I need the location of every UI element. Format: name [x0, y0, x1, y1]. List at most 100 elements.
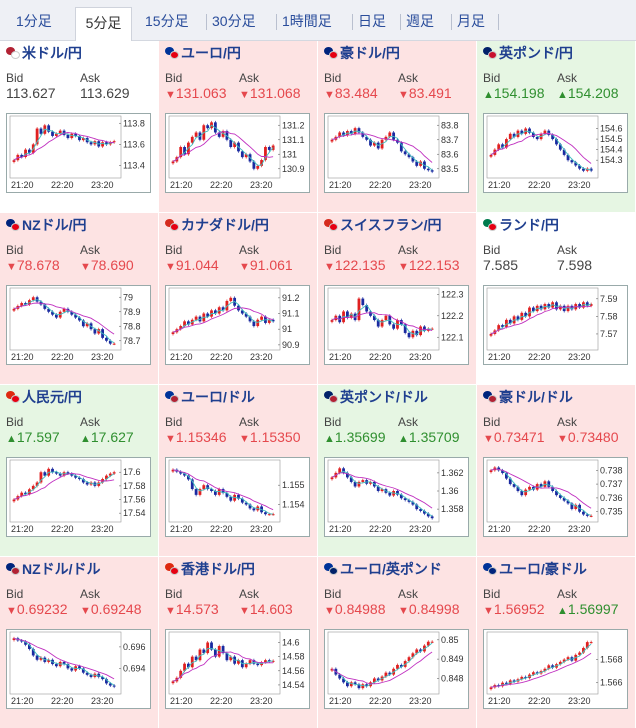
tab-4[interactable]: 1時間足 — [282, 13, 332, 29]
currency-card[interactable]: 香港ドル/円 Bid Ask ▼14.573 ▼14.603 14.6 14.58 14.56… — [159, 557, 317, 728]
pair-title[interactable]: NZドル/円 — [6, 216, 87, 234]
candle-body — [47, 125, 51, 132]
down-arrow-icon: ▼ — [239, 605, 250, 617]
pair-name[interactable]: スイスフラン/円 — [340, 217, 442, 233]
pair-name[interactable]: ランド/円 — [499, 217, 559, 233]
pair-title[interactable]: ユーロ/英ポンド — [324, 560, 442, 578]
y-tick-label: 131 — [282, 149, 297, 159]
pair-name[interactable]: 豪ドル/円 — [340, 45, 400, 61]
candle-body — [271, 514, 275, 516]
price-chart[interactable]: 79 78.9 78.8 78.7 21:20 22:20 23:20 — [6, 285, 151, 365]
price-chart[interactable]: 154.6 154.5 154.4 154.3 21:20 22:20 23:20 — [483, 113, 628, 193]
currency-card[interactable]: 英ポンド/ドル Bid Ask ▲1.35699 ▲1.35709 1.362 1.36 1.… — [318, 385, 476, 556]
currency-card[interactable]: ユーロ/英ポンド Bid Ask ▼0.84988 ▼0.84998 0.85 0.849 0… — [318, 557, 476, 728]
currency-card[interactable]: ランド/円 Bid Ask 7.585 7.598 7.59 7.58 7.57 21:20 22… — [477, 213, 635, 384]
pair-name[interactable]: 米ドル/円 — [22, 45, 82, 61]
pair-title[interactable]: 豪ドル/ドル — [483, 388, 573, 406]
currency-card[interactable]: 英ポンド/円 Bid Ask ▲154.198 ▲154.208 154.6 154.5 15… — [477, 41, 635, 212]
currency-card[interactable]: 人民元/円 Bid Ask ▲17.597 ▲17.627 17.6 17.58 17.56 1… — [0, 385, 158, 556]
pair-name[interactable]: NZドル/円 — [22, 217, 87, 233]
candle-body — [419, 649, 422, 652]
flag-icon — [324, 391, 338, 403]
pair-title[interactable]: 米ドル/円 — [6, 44, 82, 62]
pair-title[interactable]: 英ポンド/ドル — [324, 388, 428, 406]
price-chart[interactable]: 1.568 1.566 21:20 22:20 23:20 — [483, 629, 628, 709]
pair-name[interactable]: ユーロ/ドル — [181, 389, 255, 405]
price-chart[interactable]: 1.362 1.36 1.358 21:20 22:20 23:20 — [324, 457, 469, 537]
ma-fast-line — [172, 300, 274, 333]
pair-title[interactable]: 豪ドル/円 — [324, 44, 400, 62]
currency-card[interactable]: ユーロ/円 Bid Ask ▼131.063 ▼131.068 131.2 131.1 131… — [159, 41, 317, 212]
price-chart[interactable]: 1.155 1.154 21:20 22:20 23:20 — [165, 457, 310, 537]
y-tick-label: 154.4 — [600, 145, 623, 155]
candle-body — [194, 132, 198, 137]
tab-0[interactable]: 1分足 — [16, 13, 52, 29]
currency-card[interactable]: ユーロ/ドル Bid Ask ▼1.15346 ▼1.15350 1.155 1.154 21… — [159, 385, 317, 556]
pair-name[interactable]: 香港ドル/円 — [181, 561, 255, 577]
pair-name[interactable]: 豪ドル/ドル — [499, 389, 573, 405]
bid-number: 1.56952 — [493, 601, 545, 617]
pair-title[interactable]: 人民元/円 — [6, 388, 82, 406]
candle-body — [403, 151, 407, 155]
price-chart[interactable]: 17.6 17.58 17.56 17.54 21:20 22:20 23:20 — [6, 457, 151, 537]
candle-body — [233, 142, 237, 147]
pair-name[interactable]: カナダドル/円 — [181, 217, 269, 233]
price-chart[interactable]: 91.2 91.1 91 90.9 21:20 22:20 23:20 — [165, 285, 310, 365]
currency-card[interactable]: NZドル/円 Bid Ask ▼78.678 ▼78.690 79 78.9 78.8 78.7… — [0, 213, 158, 384]
currency-card[interactable]: 米ドル/円 Bid Ask 113.627 113.629 113.8 113.6 113.4… — [0, 41, 158, 212]
bid-number: 7.585 — [483, 257, 519, 273]
pair-name[interactable]: 英ポンド/円 — [499, 45, 573, 61]
pair-title[interactable]: ユーロ/円 — [165, 44, 241, 62]
pair-name[interactable]: ユーロ/英ポンド — [340, 561, 442, 577]
candle-body — [361, 480, 365, 482]
pair-title[interactable]: NZドル/ドル — [6, 560, 101, 578]
pair-name[interactable]: ユーロ/豪ドル — [499, 561, 587, 577]
price-chart[interactable]: 14.6 14.58 14.56 14.54 21:20 22:20 23:20 — [165, 629, 310, 709]
price-chart[interactable]: 122.3 122.2 122.1 21:20 22:20 23:20 — [324, 285, 469, 365]
y-tick-label: 83.8 — [441, 120, 459, 130]
pair-name[interactable]: 英ポンド/ドル — [340, 389, 428, 405]
currency-card[interactable]: ユーロ/豪ドル Bid Ask ▼1.56952 ▲1.56997 1.568 1.566 2… — [477, 557, 635, 728]
price-chart[interactable]: 7.59 7.58 7.57 21:20 22:20 23:20 — [483, 285, 628, 365]
price-chart[interactable]: 0.696 0.694 21:20 22:20 23:20 — [6, 629, 151, 709]
price-chart[interactable]: 0.738 0.737 0.736 0.735 21:20 22:20 23:20 — [483, 457, 628, 537]
tab-6[interactable]: 週足 — [406, 13, 434, 29]
price-chart[interactable]: 83.8 83.7 83.6 83.5 21:20 22:20 23:20 — [324, 113, 469, 193]
tab-5[interactable]: 日足 — [358, 13, 386, 29]
pair-name[interactable]: NZドル/ドル — [22, 561, 101, 577]
bid-value: ▼14.573 — [165, 601, 219, 617]
tab-7[interactable]: 月足 — [457, 13, 485, 29]
tab-1[interactable]: 5分足 — [75, 7, 132, 41]
pair-title[interactable]: 香港ドル/円 — [165, 560, 255, 578]
candle-body — [105, 337, 108, 341]
currency-card[interactable]: 豪ドル/円 Bid Ask ▼83.484 ▼83.491 83.8 83.7 83.6 83.… — [318, 41, 476, 212]
currency-card[interactable]: 豪ドル/ドル Bid Ask ▼0.73471 ▼0.73480 0.738 0.737 0.… — [477, 385, 635, 556]
currency-card[interactable]: スイスフラン/円 Bid Ask ▼122.135 ▼122.153 122.3 122.2… — [318, 213, 476, 384]
pair-name[interactable]: ユーロ/円 — [181, 45, 241, 61]
tab-2[interactable]: 15分足 — [145, 13, 189, 29]
pair-title[interactable]: ユーロ/豪ドル — [483, 560, 587, 578]
price-chart[interactable]: 131.2 131.1 131 130.9 21:20 22:20 23:20 — [165, 113, 310, 193]
pair-title[interactable]: 英ポンド/円 — [483, 44, 573, 62]
currency-card[interactable]: カナダドル/円 Bid Ask ▼91.044 ▼91.061 91.2 91.1 91 90.… — [159, 213, 317, 384]
candle-body — [497, 467, 501, 471]
tab-3[interactable]: 30分足 — [212, 13, 256, 29]
y-tick-label: 131.2 — [282, 120, 305, 130]
candle-body — [574, 504, 578, 509]
price-chart[interactable]: 0.85 0.849 0.848 21:20 22:20 23:20 — [324, 629, 469, 709]
candle-body — [372, 678, 376, 683]
currency-card[interactable]: NZドル/ドル Bid Ask ▼0.69232 ▼0.69248 0.696 0.694 2… — [0, 557, 158, 728]
candle-body — [190, 479, 194, 490]
candle-body — [566, 154, 570, 161]
ma-fast-line — [13, 299, 115, 344]
price-chart[interactable]: 113.8 113.6 113.4 21:20 22:20 23:20 — [6, 113, 151, 193]
pair-title[interactable]: カナダドル/円 — [165, 216, 269, 234]
pair-name[interactable]: 人民元/円 — [22, 389, 82, 405]
pair-title[interactable]: ユーロ/ドル — [165, 388, 255, 406]
candle-body — [497, 685, 501, 687]
x-tick-label: 21:20 — [329, 352, 352, 362]
down-arrow-icon: ▼ — [324, 89, 335, 101]
pair-title[interactable]: スイスフラン/円 — [324, 216, 441, 234]
y-tick-label: 131.1 — [282, 135, 305, 145]
pair-title[interactable]: ランド/円 — [483, 216, 559, 234]
